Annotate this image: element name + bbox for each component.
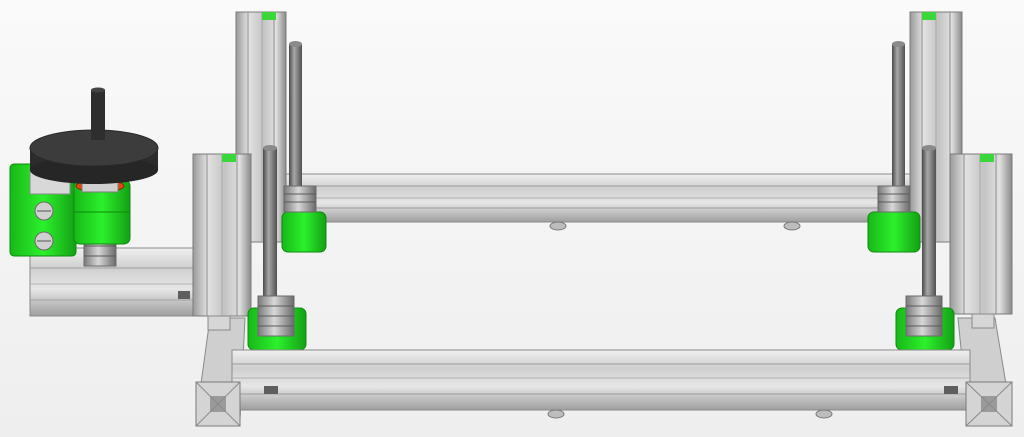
corner-cap-front-left [195, 381, 241, 427]
upright-front-right [949, 153, 1013, 315]
bracket-front-left [247, 295, 307, 351]
bracket-back-right [867, 185, 921, 253]
front-extrusion [231, 349, 971, 419]
back-extrusion [264, 173, 926, 231]
motor-side-extrusion [29, 247, 211, 317]
z-rod-back-left [289, 41, 302, 194]
handwheel [29, 87, 159, 184]
z-rod-back-right [892, 41, 905, 194]
screw-head-upper [34, 201, 54, 221]
bracket-front-right [895, 295, 955, 351]
z-rod-front-left [263, 145, 277, 308]
upright-front-left [192, 153, 252, 317]
screw-head-lower [34, 231, 54, 251]
bracket-back-left [281, 185, 327, 253]
z-rod-front-right [922, 145, 936, 308]
corner-cap-front-right [965, 381, 1013, 427]
